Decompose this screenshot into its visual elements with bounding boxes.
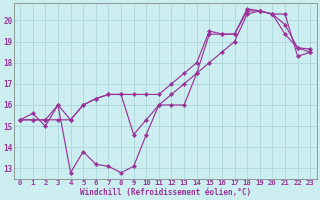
X-axis label: Windchill (Refroidissement éolien,°C): Windchill (Refroidissement éolien,°C) <box>80 188 251 197</box>
